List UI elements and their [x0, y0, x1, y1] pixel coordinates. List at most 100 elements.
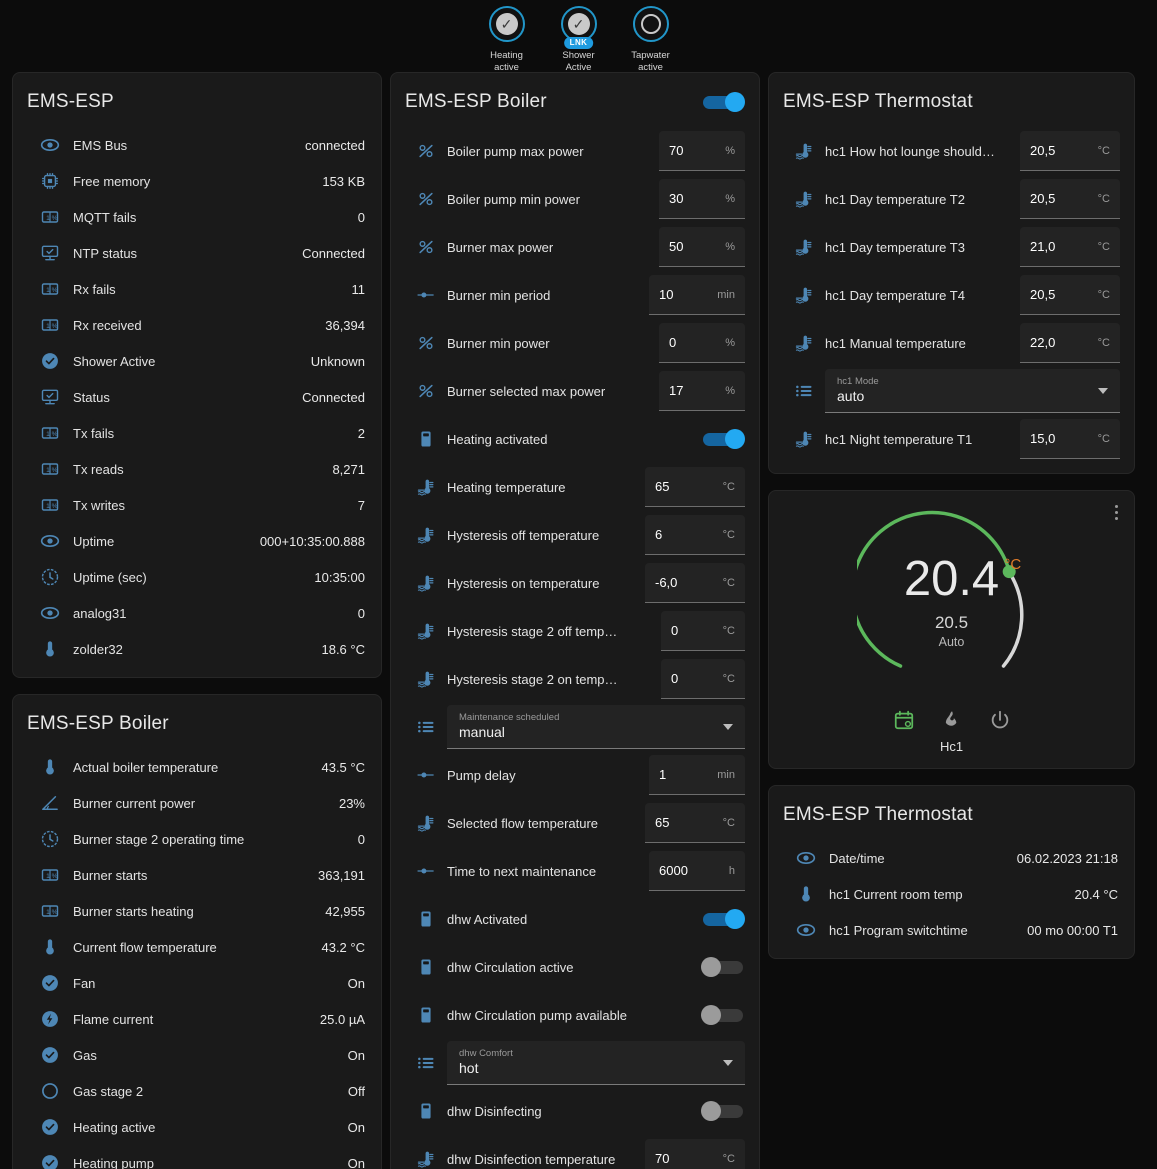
ems-esp-row-label: analog31: [73, 605, 127, 621]
kebab-menu-icon[interactable]: [1115, 505, 1118, 520]
boiler-select[interactable]: Maintenance scheduled manual: [447, 705, 745, 749]
boiler-status-row-value: On: [347, 1047, 365, 1063]
list-item[interactable]: Date/time 06.02.2023 21:18: [783, 840, 1120, 876]
list-item[interactable]: Burner stage 2 operating time 0: [27, 821, 367, 857]
svg-text:%: %: [52, 323, 58, 330]
boiler-input[interactable]: 0 °C: [661, 659, 745, 699]
thermostat-input[interactable]: 22,0 °C: [1020, 323, 1120, 363]
boiler-label: Time to next maintenance: [447, 863, 597, 879]
thermostat-select[interactable]: hc1 Mode auto: [825, 369, 1120, 413]
boiler-toggle[interactable]: [701, 1101, 745, 1121]
list-item[interactable]: 1 % Rx received 36,394: [27, 307, 367, 343]
boiler-select[interactable]: dhw Comfort hot: [447, 1041, 745, 1085]
list-item[interactable]: Uptime 000+10:35:00.888: [27, 523, 367, 559]
status-item-heating[interactable]: ✓ Heating active: [480, 6, 534, 74]
chevron-down-icon[interactable]: [723, 723, 733, 730]
list-item[interactable]: NTP status Connected: [27, 235, 367, 271]
status-item-tapwater[interactable]: Tapwater active: [624, 6, 678, 74]
list-item[interactable]: analog31 0: [27, 595, 367, 631]
status-ring[interactable]: ✓: [488, 6, 525, 42]
counter-icon: 1 %: [27, 423, 73, 443]
thermostat-control-row-list: hc1 How hot lounge should… 20,5 °C hc1 D…: [783, 127, 1120, 463]
status-item-shower[interactable]: ✓ LNK Shower Active: [552, 6, 606, 74]
power-button[interactable]: [989, 709, 1011, 731]
ems-esp-row-value: 10:35:00: [314, 569, 365, 585]
list-item[interactable]: 1 % Tx fails 2: [27, 415, 367, 451]
list-item[interactable]: 1 % MQTT fails 0: [27, 199, 367, 235]
chevron-down-icon[interactable]: [1098, 387, 1108, 394]
list-item[interactable]: hc1 Current room temp 20.4 °C: [783, 876, 1120, 912]
list-item[interactable]: Actual boiler temperature 43.5 °C: [27, 749, 367, 785]
thermostat-input[interactable]: 15,0 °C: [1020, 419, 1120, 459]
boiler-toggle[interactable]: [701, 909, 745, 929]
status-ring[interactable]: [632, 6, 669, 42]
chevron-down-icon[interactable]: [723, 1059, 733, 1066]
boiler-status-row-label: Gas: [73, 1047, 97, 1063]
boiler-status-row-value: 363,191: [318, 867, 365, 883]
bolt-icon: [27, 1009, 73, 1029]
boiler-input[interactable]: 30 %: [659, 179, 745, 219]
boiler-input[interactable]: 1 min: [649, 755, 745, 795]
list-item[interactable]: Current flow temperature 43.2 °C: [27, 929, 367, 965]
boiler-toggle[interactable]: [701, 1005, 745, 1025]
boiler-status-row-value: 43.2 °C: [321, 939, 365, 955]
list-item[interactable]: hc1 Program switchtime 00 mo 00:00 T1: [783, 912, 1120, 948]
list-item[interactable]: Gas On: [27, 1037, 367, 1073]
list-icon: [418, 721, 434, 733]
boiler-input[interactable]: 0 %: [659, 323, 745, 363]
list-item[interactable]: Heating active On: [27, 1109, 367, 1145]
list-item[interactable]: Free memory 153 KB: [27, 163, 367, 199]
thermostat-input[interactable]: 20,5 °C: [1020, 131, 1120, 171]
boiler-enable-toggle[interactable]: [701, 92, 745, 112]
boiler-toggle[interactable]: [701, 429, 745, 449]
list-item[interactable]: Heating pump On: [27, 1145, 367, 1169]
status-ring[interactable]: ✓ LNK: [560, 6, 597, 49]
temperature-dial[interactable]: 20.4 °C 20.5 Auto: [856, 507, 1047, 697]
list-item[interactable]: 1 % Burner starts 363,191: [27, 857, 367, 893]
thermostat-input[interactable]: 20,5 °C: [1020, 275, 1120, 315]
boiler-input[interactable]: 6 °C: [645, 515, 745, 555]
list-item[interactable]: Status Connected: [27, 379, 367, 415]
boiler-toggle[interactable]: [701, 957, 745, 977]
list-item[interactable]: Burner current power 23%: [27, 785, 367, 821]
boiler-enable-toggle[interactable]: [701, 92, 745, 112]
page-title: EMS-ESP: [27, 91, 114, 112]
boiler-icon: [421, 431, 431, 447]
control-row: Maintenance scheduled manual: [405, 703, 745, 751]
boiler-label: Burner min period: [447, 287, 551, 303]
list-item[interactable]: Flame current 25.0 µA: [27, 1001, 367, 1037]
monitor-icon: [41, 389, 59, 405]
thermostat-status-row-label: Date/time: [829, 850, 885, 866]
list-item[interactable]: Uptime (sec) 10:35:00: [27, 559, 367, 595]
list-item[interactable]: Shower Active Unknown: [27, 343, 367, 379]
thermostat-input[interactable]: 21,0 °C: [1020, 227, 1120, 267]
heating-circuit-name: Hc1: [939, 739, 964, 754]
boiler-input[interactable]: 50 %: [659, 227, 745, 267]
list-item[interactable]: EMS Bus connected: [27, 127, 367, 163]
list-item[interactable]: zolder32 18.6 °C: [27, 631, 367, 667]
list-item[interactable]: 1 % Tx writes 7: [27, 487, 367, 523]
boiler-status-row-value: 42,955: [325, 903, 365, 919]
boiler-input[interactable]: 0 °C: [661, 611, 745, 651]
thermostat-input[interactable]: 20,5 °C: [1020, 179, 1120, 219]
heat-button[interactable]: [941, 709, 963, 731]
list-item[interactable]: 1 % Rx fails 11: [27, 271, 367, 307]
list-item[interactable]: 1 % Tx reads 8,271: [27, 451, 367, 487]
boiler-input[interactable]: 70 %: [659, 131, 745, 171]
list-item[interactable]: Gas stage 2 Off: [27, 1073, 367, 1109]
status-item-label: Tapwater active: [631, 50, 670, 73]
list-item[interactable]: Fan On: [27, 965, 367, 1001]
boiler-input[interactable]: 65 °C: [645, 803, 745, 843]
list-item[interactable]: 1 % Burner starts heating 42,955: [27, 893, 367, 929]
input-value: 1: [659, 767, 667, 782]
boiler-input[interactable]: 70 °C: [645, 1139, 745, 1169]
boiler-input[interactable]: -6,0 °C: [645, 563, 745, 603]
schedule-button[interactable]: [893, 709, 915, 731]
input-unit: °C: [722, 816, 735, 829]
boiler-input[interactable]: 10 min: [649, 275, 745, 315]
counter-icon: 1 %: [27, 495, 73, 515]
boiler-status-row-list: Actual boiler temperature 43.5 °C Burner c…: [27, 749, 367, 1169]
boiler-input[interactable]: 17 %: [659, 371, 745, 411]
boiler-input[interactable]: 6000 h: [649, 851, 745, 891]
boiler-input[interactable]: 65 °C: [645, 467, 745, 507]
